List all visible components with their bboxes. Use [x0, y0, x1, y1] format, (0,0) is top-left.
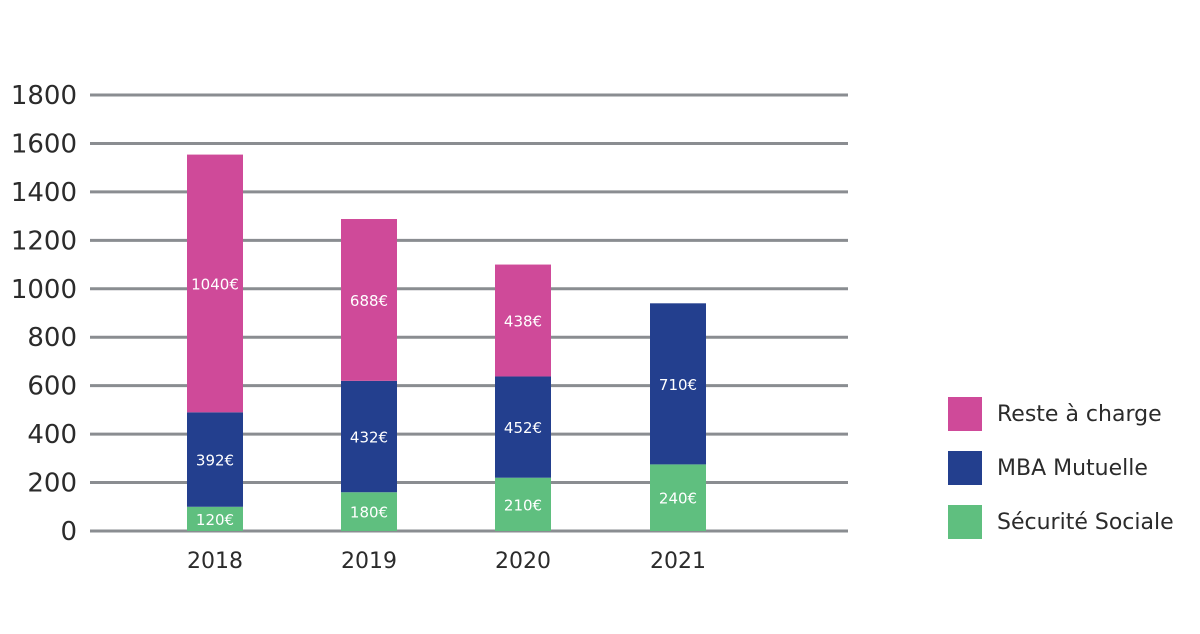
- legend-item-securite-sociale: Sécurité Sociale: [948, 505, 1198, 539]
- data-label-2020-series-2: 438€: [504, 313, 542, 331]
- data-label-2020-series-1: 452€: [504, 419, 542, 437]
- y-tick-label-200: 200: [27, 469, 77, 499]
- bar-2019-series-2: [341, 219, 397, 381]
- legend-label-reste-a-charge: Reste à charge: [997, 401, 1162, 427]
- legend-item-reste-a-charge: Reste à charge: [948, 397, 1198, 431]
- y-tick-label-1400: 1400: [11, 178, 77, 208]
- legend-swatch-securite-sociale: [948, 505, 982, 539]
- data-label-2019-series-1: 432€: [350, 429, 388, 447]
- x-tick-label-2021: 2021: [650, 549, 706, 574]
- x-tick-label-2018: 2018: [187, 549, 243, 574]
- x-tick-label-2019: 2019: [341, 549, 397, 574]
- legend-swatch-mba-mutuelle: [948, 451, 982, 485]
- data-label-2021-series-1: 710€: [659, 376, 697, 394]
- bar-2020-series-0: [495, 477, 551, 531]
- y-tick-label-0: 0: [60, 517, 77, 547]
- data-label-2021-series-0: 240€: [659, 490, 697, 508]
- data-label-2019-series-0: 180€: [350, 504, 388, 522]
- bar-2020-series-1: [495, 376, 551, 478]
- y-tick-label-800: 800: [27, 323, 77, 353]
- x-tick-label-2020: 2020: [495, 549, 551, 574]
- bar-2018-series-0: [187, 506, 243, 531]
- y-tick-label-1800: 1800: [11, 81, 77, 111]
- bar-2020-series-2: [495, 264, 551, 377]
- y-tick-label-1600: 1600: [11, 129, 77, 159]
- data-label-2020-series-0: 210€: [504, 496, 542, 514]
- legend-swatch-reste-a-charge: [948, 397, 982, 431]
- bar-2019-series-0: [341, 492, 397, 531]
- y-tick-label-1200: 1200: [11, 226, 77, 256]
- data-label-2019-series-2: 688€: [350, 292, 388, 310]
- y-tick-label-400: 400: [27, 420, 77, 450]
- bar-2021-series-1: [650, 303, 706, 465]
- bar-2018-series-2: [187, 154, 243, 413]
- data-label-2018-series-0: 120€: [196, 511, 234, 529]
- data-label-2018-series-1: 392€: [196, 452, 234, 470]
- bar-2018-series-1: [187, 412, 243, 507]
- y-tick-label-1000: 1000: [11, 275, 77, 305]
- bar-2021-series-0: [650, 464, 706, 531]
- bar-2019-series-1: [341, 380, 397, 493]
- legend-label-mba-mutuelle: MBA Mutuelle: [997, 455, 1148, 481]
- legend-item-mba-mutuelle: MBA Mutuelle: [948, 451, 1198, 485]
- chart-legend: Reste à charge MBA Mutuelle Sécurité Soc…: [948, 397, 1198, 559]
- data-label-2018-series-2: 1040€: [191, 275, 239, 293]
- y-tick-label-600: 600: [27, 372, 77, 402]
- legend-label-securite-sociale: Sécurité Sociale: [997, 509, 1174, 535]
